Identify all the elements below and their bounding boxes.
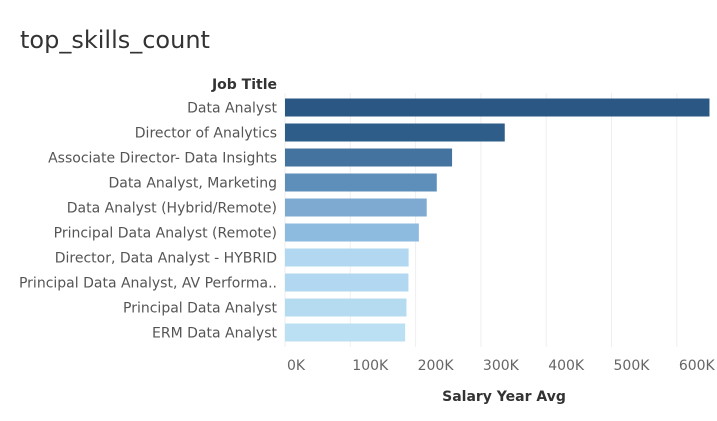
y-axis-title: Job Title xyxy=(211,77,277,93)
bar[interactable] xyxy=(285,98,710,117)
category-label: Data Analyst, Marketing xyxy=(108,176,277,192)
category-label: Principal Data Analyst xyxy=(123,301,277,317)
category-label: ERM Data Analyst xyxy=(152,326,277,342)
bar[interactable] xyxy=(285,123,505,142)
chart-title: top_skills_count xyxy=(20,26,210,54)
bar[interactable] xyxy=(285,198,427,217)
x-tick-label: 600K xyxy=(679,358,716,374)
bar[interactable] xyxy=(285,223,419,242)
bar[interactable] xyxy=(285,323,406,342)
x-tick-label: 0K xyxy=(287,358,306,374)
bars xyxy=(285,98,710,342)
x-tick-label: 300K xyxy=(483,358,520,374)
category-label: Principal Data Analyst (Remote) xyxy=(54,226,277,242)
category-label: Director, Data Analyst - HYBRID xyxy=(55,251,277,267)
bar[interactable] xyxy=(285,298,407,317)
x-axis-title: Salary Year Avg xyxy=(442,389,566,405)
x-tick-label: 200K xyxy=(418,358,455,374)
x-tick-label: 400K xyxy=(548,358,585,374)
category-label: Director of Analytics xyxy=(135,126,277,142)
bar[interactable] xyxy=(285,173,437,192)
category-label: Associate Director- Data Insights xyxy=(48,151,277,167)
x-tick-label: 500K xyxy=(614,358,651,374)
category-labels: Data Analyst Director of Analytics Associa… xyxy=(19,101,278,342)
bar[interactable] xyxy=(285,248,409,267)
category-label: Principal Data Analyst, AV Performa.. xyxy=(19,276,277,292)
bar[interactable] xyxy=(285,148,453,167)
bar[interactable] xyxy=(285,273,409,292)
category-label: Data Analyst (Hybrid/Remote) xyxy=(67,201,277,217)
category-label: Data Analyst xyxy=(187,101,277,117)
x-tick-label: 100K xyxy=(352,358,389,374)
x-tick-labels: 0K 100K 200K 300K 400K 500K 600K xyxy=(287,358,716,374)
